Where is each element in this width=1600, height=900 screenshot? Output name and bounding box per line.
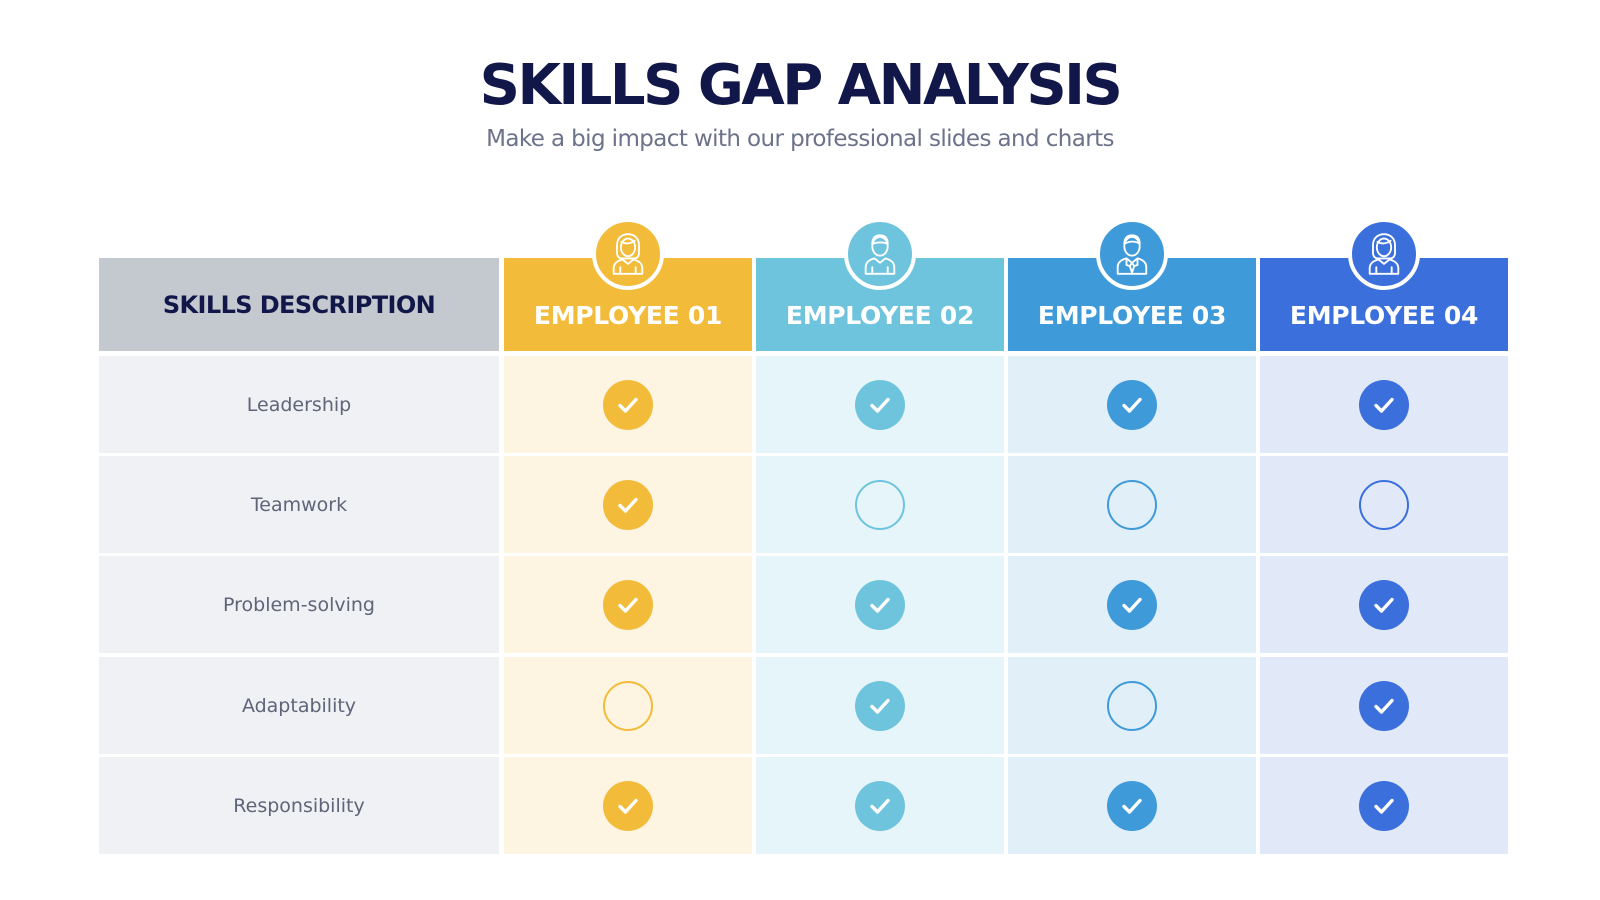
empty-circle-icon [603, 680, 653, 731]
check-icon [603, 579, 653, 630]
empty-circle-icon [1107, 680, 1157, 731]
skill-cell [756, 356, 1004, 453]
skill-cell [756, 657, 1004, 754]
skill-cell [1260, 757, 1508, 854]
skill-cell [504, 456, 752, 553]
check-icon [603, 479, 653, 530]
employee-03-avatar [1096, 218, 1168, 290]
employee-01-avatar [592, 218, 664, 290]
employee-04-avatar [1348, 218, 1420, 290]
skill-cell [1260, 657, 1508, 754]
male-user-icon [858, 232, 902, 276]
empty-circle-icon [1359, 479, 1409, 530]
skill-cell [756, 757, 1004, 854]
skills-description-header: SKILLS DESCRIPTION [99, 258, 499, 351]
skill-cell [1260, 456, 1508, 553]
female-user-icon [1362, 232, 1406, 276]
skill-label-problem-solving: Problem-solving [99, 556, 499, 653]
skill-cell [1008, 456, 1256, 553]
check-icon [855, 379, 905, 430]
page-title: SKILLS GAP ANALYSIS [479, 53, 1123, 118]
check-icon [1359, 780, 1409, 831]
check-icon [1107, 579, 1157, 630]
skill-label-adaptability: Adaptability [99, 657, 499, 754]
skill-cell [756, 556, 1004, 653]
employee-02-avatar [844, 218, 916, 290]
check-icon [1359, 680, 1409, 731]
page-subtitle: Make a big impact with our professional … [486, 126, 1114, 152]
check-icon [1107, 780, 1157, 831]
empty-circle-icon [1107, 479, 1157, 530]
skill-cell [1008, 757, 1256, 854]
female-user-icon [606, 232, 650, 276]
skill-cell [504, 556, 752, 653]
check-icon [1359, 579, 1409, 630]
check-icon [603, 780, 653, 831]
check-icon [855, 680, 905, 731]
check-icon [1107, 379, 1157, 430]
skill-cell [504, 657, 752, 754]
check-icon [603, 379, 653, 430]
skill-label-teamwork: Teamwork [99, 456, 499, 553]
skill-cell [1008, 657, 1256, 754]
male-user-tie-icon [1110, 232, 1154, 276]
skill-label-responsibility: Responsibility [99, 757, 499, 854]
skill-cell [1260, 556, 1508, 653]
empty-circle-icon [855, 479, 905, 530]
skill-cell [1008, 556, 1256, 653]
skill-cell [504, 757, 752, 854]
check-icon [855, 780, 905, 831]
skill-cell [504, 356, 752, 453]
employee-01-header: EMPLOYEE 01 [504, 258, 752, 351]
skill-label-leadership: Leadership [99, 356, 499, 453]
skill-cell [1008, 356, 1256, 453]
check-icon [855, 579, 905, 630]
check-icon [1359, 379, 1409, 430]
skill-cell [756, 456, 1004, 553]
skill-cell [1260, 356, 1508, 453]
